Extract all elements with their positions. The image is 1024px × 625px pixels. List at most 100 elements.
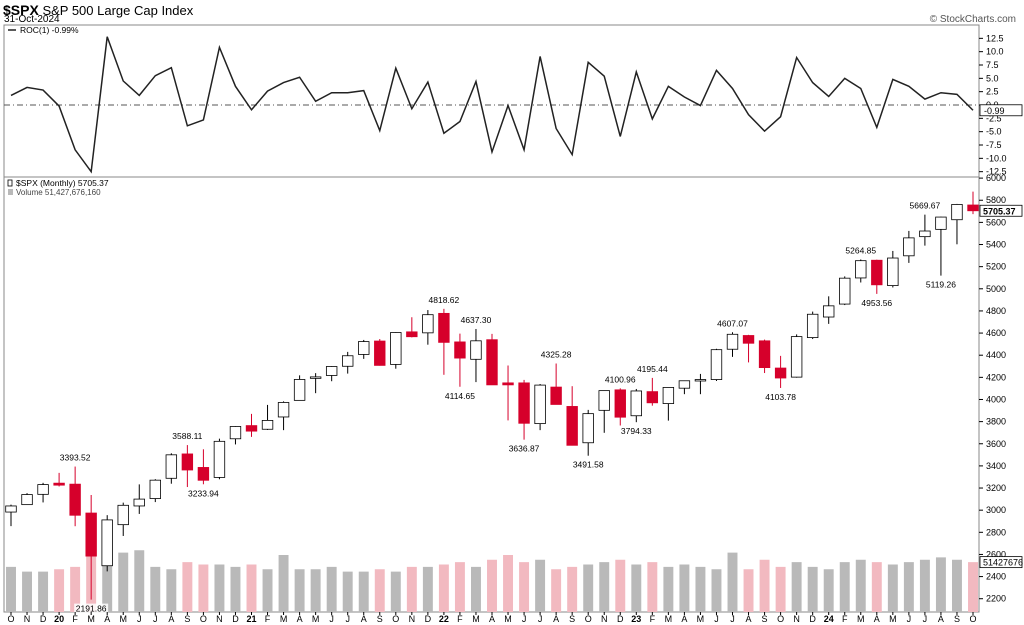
candle-body <box>919 230 931 238</box>
candle <box>422 310 434 345</box>
candle-body <box>117 504 129 526</box>
candle-body <box>325 366 338 376</box>
x-tick-label: D <box>425 614 432 624</box>
x-tick-label: N <box>24 614 31 624</box>
x-tick-label: O <box>200 614 207 624</box>
price-annotations: 3393.52 2191.86 3588.11 3233.94 4818.62 4114.… <box>58 200 958 614</box>
candle-body <box>37 484 49 495</box>
volume-legend-text: Volume 51,427,676,160 <box>16 188 101 197</box>
volume-bar <box>727 552 738 612</box>
candle <box>5 504 17 527</box>
price-annotation-label: 4100.96 <box>605 374 636 384</box>
x-tick-label: J <box>538 614 543 624</box>
roc-panel-frame <box>3 24 980 178</box>
price-tick-label: 2600 <box>986 549 1006 559</box>
candle <box>229 426 242 445</box>
volume-bar <box>647 562 658 612</box>
candle-body <box>839 277 851 305</box>
price-annotation: 5264.85 <box>843 245 878 256</box>
price-annotation-label: 5119.26 <box>926 280 956 290</box>
volume-bar <box>711 569 722 612</box>
volume-bar <box>839 562 850 612</box>
price-panel-frame <box>3 176 980 613</box>
price-tick-label: 5800 <box>986 195 1006 205</box>
price-annotation-bg <box>859 297 894 308</box>
price-annotation: 3636.87 <box>507 443 542 454</box>
x-tick-label: D <box>809 614 816 624</box>
candle-body <box>887 257 899 286</box>
roc-tick-label: -12.5 <box>986 167 1007 177</box>
candle <box>935 216 947 276</box>
price-annotation-bg <box>507 443 542 454</box>
x-tick-label: M <box>280 614 288 624</box>
candle-body <box>229 426 242 440</box>
candle <box>614 388 626 426</box>
candle <box>69 466 81 527</box>
x-tick-label: N <box>409 614 416 624</box>
candle-body <box>903 237 915 257</box>
brand-watermark: © StockCharts.com <box>929 14 1016 25</box>
price-annotation: 4325.28 <box>539 349 574 360</box>
price-annotation: 4195.44 <box>635 363 670 374</box>
price-annotation-bg <box>458 314 493 325</box>
candle-body <box>694 379 707 382</box>
candle-body <box>678 380 691 389</box>
volume-bar <box>951 559 962 612</box>
x-tick-label: S <box>184 614 190 624</box>
price-annotation-label: 5669.67 <box>910 201 941 211</box>
volume-bar <box>968 562 978 612</box>
price-tick-label: 5600 <box>986 217 1006 227</box>
price-annotation-bg <box>539 349 574 360</box>
candle <box>839 276 851 306</box>
price-tick-label: 3000 <box>986 505 1006 515</box>
volume-bar <box>759 559 770 612</box>
candle-body <box>486 339 498 386</box>
price-tick-label: 2800 <box>986 527 1006 537</box>
candle <box>919 214 931 246</box>
volume-bar <box>150 566 161 612</box>
volume-bar <box>615 559 626 612</box>
price-legend-text: $SPX (Monthly) 5705.37 <box>16 178 109 188</box>
price-tick-label: 2400 <box>986 572 1006 582</box>
candle <box>534 383 546 431</box>
candle-body <box>534 384 546 425</box>
price-annotation-label: 3636.87 <box>509 444 540 454</box>
volume-bar <box>214 564 225 612</box>
candle-body <box>951 204 963 221</box>
roc-legend-text: ROC(1) -0.99% <box>20 25 79 35</box>
price-tick-label: 3400 <box>986 461 1006 471</box>
volume-bar <box>118 552 129 612</box>
candle-body <box>502 382 514 386</box>
candle-body <box>293 379 306 401</box>
x-tick-label: A <box>489 614 495 624</box>
volume-bar <box>679 564 690 612</box>
volume-bar <box>855 559 866 612</box>
x-tick-label: F <box>72 614 78 624</box>
x-tick-label: O <box>585 614 592 624</box>
x-tick-label: 23 <box>631 614 641 624</box>
volume-bar <box>470 566 481 612</box>
price-tick-label: 5400 <box>986 240 1006 250</box>
price-annotation-bg <box>170 431 205 442</box>
price-last-value-box <box>979 204 1023 217</box>
price-tick-label: 2200 <box>986 594 1006 604</box>
volume-bar <box>358 571 369 612</box>
volume-bar <box>406 566 417 612</box>
price-annotation-label: 5264.85 <box>845 245 876 255</box>
price-tick-label: 3800 <box>986 417 1006 427</box>
price-annotation-bg <box>74 603 109 614</box>
volume-bar <box>519 562 530 612</box>
candle-body <box>406 331 418 338</box>
candle-body <box>871 259 883 286</box>
candle <box>742 334 755 363</box>
price-annotation: 4607.07 <box>715 318 750 329</box>
candle-body <box>646 391 659 404</box>
candle-body <box>806 313 819 339</box>
price-annotation: 4953.56 <box>859 297 894 308</box>
candle <box>85 495 97 600</box>
volume-bar <box>567 566 578 612</box>
price-annotation-label: 3491.58 <box>573 460 604 470</box>
volume-legend-swatch <box>8 189 13 195</box>
candle <box>887 250 899 288</box>
x-tick-label: J <box>329 614 334 624</box>
